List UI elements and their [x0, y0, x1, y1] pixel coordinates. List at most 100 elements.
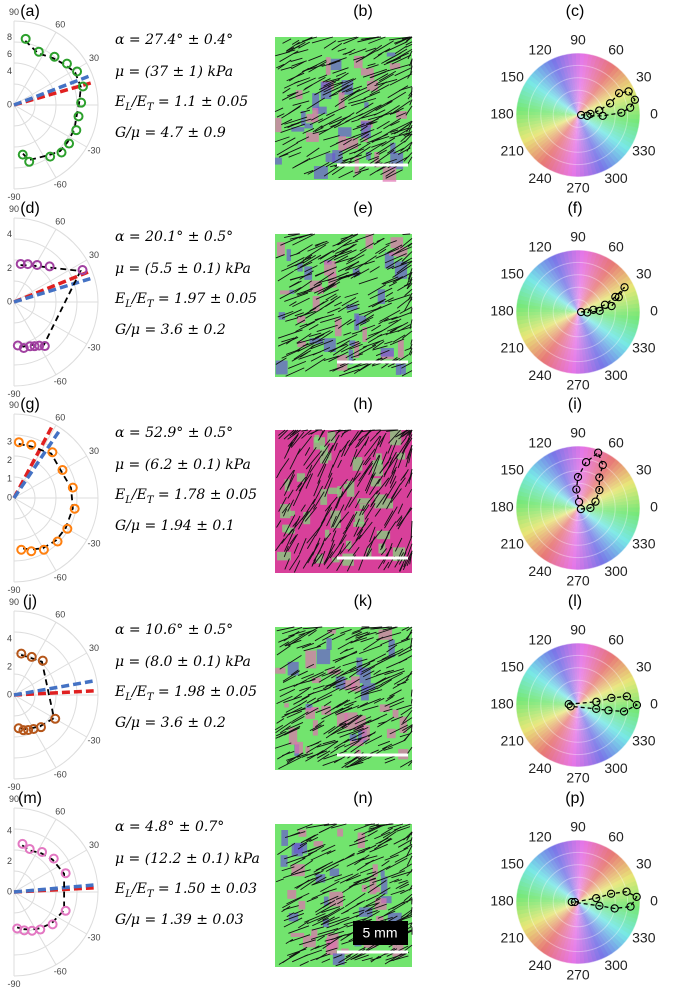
patch [325, 153, 336, 163]
grid-spoke [13, 104, 87, 148]
fiber [387, 140, 406, 154]
equation-part: /E [130, 94, 147, 110]
fiber [396, 48, 408, 56]
fiber [360, 324, 376, 332]
wheel-point [606, 889, 616, 898]
fiber [291, 350, 312, 362]
wheel-angle-label: 90 [570, 32, 586, 48]
wheel-fit-curve [568, 695, 639, 713]
data-point [47, 447, 58, 458]
fiber [350, 153, 373, 164]
fiber [391, 260, 413, 270]
fiber [288, 630, 306, 637]
fiber [334, 255, 349, 264]
patch [381, 876, 388, 895]
fiber [406, 489, 413, 498]
fiber [337, 82, 354, 93]
fiber [284, 558, 290, 570]
wheel-angle-label: 240 [528, 367, 552, 383]
fiber [332, 449, 341, 468]
patch [399, 716, 407, 733]
fiber [304, 949, 323, 957]
fiber [300, 109, 310, 114]
wheel-angle-label: 0 [650, 499, 658, 515]
patch [344, 138, 359, 149]
fiber [285, 336, 298, 345]
fiber [383, 708, 393, 713]
wheel-angle-label: 330 [632, 733, 656, 749]
fiber [291, 429, 299, 436]
fiber [325, 864, 339, 872]
fiber [367, 112, 393, 121]
fiber [304, 447, 311, 456]
fiber [410, 698, 413, 704]
fiber [294, 909, 304, 915]
fiber [330, 725, 348, 736]
fiber [404, 288, 413, 297]
fiber [367, 63, 376, 67]
fiber [317, 456, 329, 477]
patch [338, 136, 346, 151]
fiber [363, 306, 382, 317]
fiber [396, 296, 413, 309]
patch [361, 121, 371, 139]
fiber [319, 81, 337, 91]
angle-label: -30 [88, 933, 101, 943]
fiber [318, 430, 324, 441]
fiber [376, 823, 393, 827]
fiber [323, 726, 336, 735]
fiber [294, 515, 301, 527]
fiber [278, 497, 287, 512]
patch [275, 117, 282, 133]
fiber [365, 118, 379, 125]
fiber [333, 738, 350, 749]
fiber [392, 276, 404, 282]
fiber [381, 137, 396, 147]
patch [305, 746, 310, 754]
equation: G/μ = 1.94 ± 0.1 [115, 518, 235, 534]
fiber [346, 874, 361, 882]
fiber [344, 738, 362, 748]
fiber [292, 233, 316, 246]
wheel-angle-label: 300 [604, 367, 628, 383]
radial-tick-label: 2 [7, 661, 12, 671]
fiber [306, 524, 323, 544]
equation-part: T [147, 299, 155, 310]
fiber [318, 122, 342, 135]
fiber [338, 955, 351, 964]
patch [312, 93, 320, 111]
fiber [397, 147, 411, 155]
fiber [343, 443, 352, 457]
fiber [337, 898, 346, 905]
patch [357, 498, 371, 504]
fiber [364, 435, 381, 457]
fiber [315, 903, 337, 916]
fiber [364, 735, 383, 745]
wheel-ring [540, 864, 616, 940]
fiber [292, 483, 305, 507]
fiber [287, 433, 300, 447]
fiber [354, 233, 375, 242]
grid-spoke [13, 301, 57, 375]
fiber [310, 740, 322, 747]
wheel-angle-label: 90 [570, 622, 586, 638]
fiber [369, 526, 376, 543]
radial-tick-label: 8 [7, 32, 12, 42]
fiber [365, 894, 380, 902]
fiber [362, 910, 380, 922]
fiber [291, 715, 305, 724]
fiber [345, 262, 367, 271]
fiber [290, 434, 299, 447]
patch [379, 704, 390, 712]
fiber [323, 80, 335, 87]
fiber [361, 957, 373, 962]
wheel-angle-label: 30 [636, 266, 652, 282]
fiber [289, 448, 301, 470]
fiber [397, 447, 406, 469]
wheel-glow [516, 643, 640, 767]
fiber [324, 477, 333, 497]
wheel-point [564, 700, 573, 709]
fiber [404, 437, 413, 450]
patch [312, 296, 320, 312]
polar-grid [13, 217, 99, 387]
